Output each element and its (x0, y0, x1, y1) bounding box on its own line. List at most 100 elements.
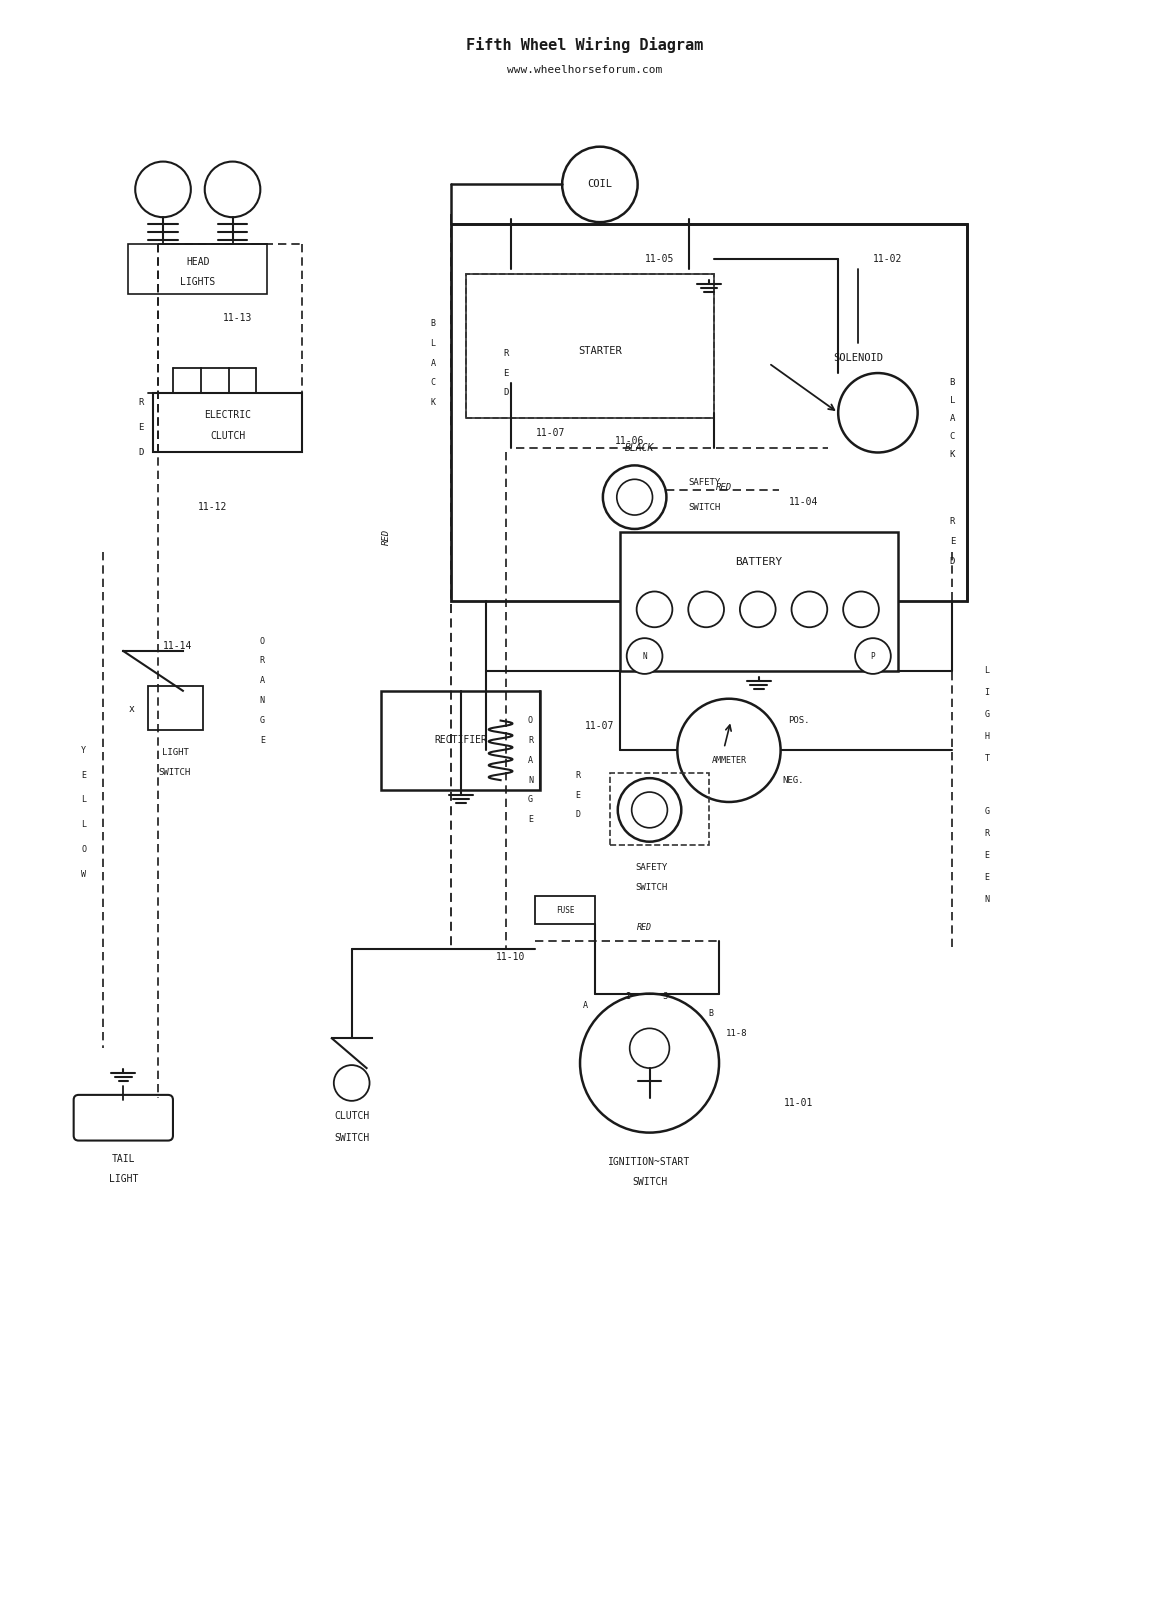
Text: 11-07: 11-07 (586, 720, 615, 731)
Text: C: C (950, 432, 956, 442)
Circle shape (334, 1066, 370, 1101)
Text: 11-06: 11-06 (615, 435, 644, 445)
Text: CLUTCH: CLUTCH (210, 430, 245, 440)
Text: H: H (985, 731, 989, 741)
Text: 11-8: 11-8 (726, 1029, 747, 1038)
Circle shape (205, 162, 260, 218)
Text: SWITCH: SWITCH (636, 883, 667, 891)
Bar (149, 686, 203, 731)
Text: G: G (260, 717, 265, 725)
Circle shape (135, 162, 191, 218)
Text: E: E (81, 771, 87, 779)
Text: E: E (138, 422, 144, 432)
Text: N: N (985, 894, 989, 904)
Text: D: D (138, 448, 144, 458)
Text: SAFETY: SAFETY (689, 478, 720, 486)
Bar (451, 224, 967, 602)
Text: SAFETY: SAFETY (636, 862, 667, 872)
Bar (511, 318, 690, 382)
Text: HEAD: HEAD (186, 258, 210, 267)
Text: O: O (528, 717, 533, 725)
Text: L: L (985, 667, 989, 675)
Text: IGNITION~START: IGNITION~START (609, 1157, 691, 1168)
Circle shape (580, 994, 719, 1133)
Text: R: R (502, 349, 508, 358)
Text: FUSE: FUSE (556, 906, 575, 915)
Circle shape (838, 373, 918, 453)
Text: B: B (708, 1010, 713, 1018)
Circle shape (740, 592, 775, 627)
Text: A: A (431, 358, 436, 368)
Text: E: E (502, 368, 508, 378)
Text: D: D (502, 389, 508, 397)
Text: W: W (81, 870, 87, 878)
Text: ELECTRIC: ELECTRIC (204, 410, 251, 419)
Text: Y: Y (81, 746, 87, 755)
Text: A: A (950, 414, 956, 424)
Text: 11-05: 11-05 (645, 254, 674, 264)
Text: 11-02: 11-02 (874, 254, 903, 264)
Text: POS.: POS. (788, 717, 809, 725)
Text: S: S (662, 992, 667, 1002)
Text: I: I (985, 688, 989, 698)
Text: L: L (81, 821, 87, 829)
Circle shape (677, 699, 781, 802)
Bar (610, 773, 710, 845)
Bar (466, 274, 714, 418)
Text: BATTERY: BATTERY (735, 557, 782, 566)
Text: SWITCH: SWITCH (334, 1133, 369, 1142)
Circle shape (617, 480, 652, 515)
Text: STARTER: STARTER (578, 346, 622, 357)
Text: COIL: COIL (588, 179, 612, 189)
Text: I: I (625, 992, 630, 1002)
Text: RED: RED (382, 530, 391, 546)
Circle shape (618, 778, 682, 842)
Text: 11-10: 11-10 (495, 952, 526, 962)
Text: 11-07: 11-07 (535, 427, 564, 438)
Text: 11-01: 11-01 (783, 1098, 813, 1107)
Text: RECTIFIER: RECTIFIER (434, 736, 487, 746)
Circle shape (792, 592, 827, 627)
Text: 11-04: 11-04 (789, 498, 819, 507)
Text: N: N (260, 696, 265, 706)
Text: R: R (138, 398, 144, 408)
Circle shape (630, 1029, 670, 1069)
Text: LIGHT: LIGHT (162, 747, 189, 757)
Text: LIGHTS: LIGHTS (180, 277, 215, 286)
Circle shape (843, 592, 879, 627)
Circle shape (637, 592, 672, 627)
Text: TAIL: TAIL (111, 1155, 135, 1165)
Text: R: R (260, 656, 265, 666)
Text: O: O (260, 637, 265, 646)
Circle shape (855, 638, 891, 674)
Circle shape (626, 638, 663, 674)
Text: A: A (582, 1002, 588, 1010)
Text: R: R (985, 829, 989, 838)
Text: Fifth Wheel Wiring Diagram: Fifth Wheel Wiring Diagram (466, 37, 704, 53)
FancyBboxPatch shape (74, 1094, 173, 1141)
Text: R: R (576, 771, 581, 779)
Text: R: R (950, 517, 956, 526)
Circle shape (562, 147, 638, 222)
Text: O: O (81, 845, 87, 854)
Bar (153, 394, 302, 453)
Text: 11-12: 11-12 (198, 502, 227, 512)
Circle shape (631, 792, 667, 827)
Text: K: K (950, 450, 956, 459)
Text: E: E (950, 538, 956, 546)
Bar (619, 531, 898, 670)
Text: E: E (528, 816, 533, 824)
Text: A: A (260, 677, 265, 685)
Text: L: L (431, 339, 436, 347)
Text: N: N (528, 776, 533, 784)
Text: SWITCH: SWITCH (689, 502, 720, 512)
Text: BLACK: BLACK (625, 443, 655, 453)
Text: 11-14: 11-14 (163, 642, 192, 651)
Text: P: P (870, 651, 875, 661)
Text: B: B (431, 318, 436, 328)
Text: L: L (950, 397, 956, 405)
Text: K: K (431, 398, 436, 408)
Text: SWITCH: SWITCH (159, 768, 191, 776)
Text: G: G (985, 808, 989, 816)
Text: RED: RED (637, 923, 652, 931)
